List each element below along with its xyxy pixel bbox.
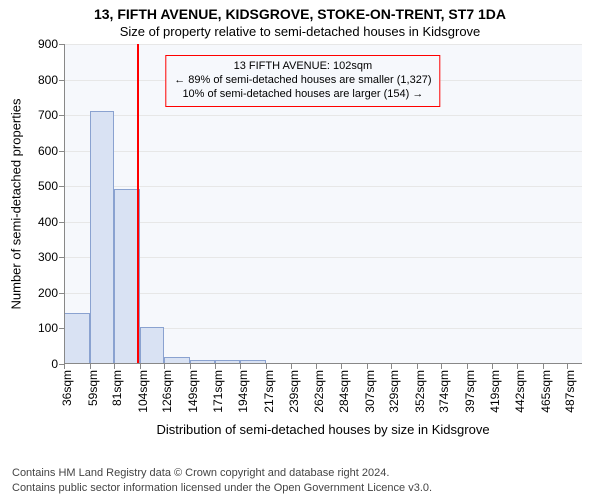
chart-gridline — [64, 186, 582, 187]
chart-bar — [90, 111, 115, 365]
chart-plot-area: 13 FIFTH AVENUE: 102sqm← 89% of semi-det… — [64, 44, 582, 364]
chart-ytick-label: 700 — [38, 108, 64, 122]
chart-ytick-label: 800 — [38, 73, 64, 87]
chart-title-line2: Size of property relative to semi-detach… — [0, 22, 600, 39]
chart-xtick-mark — [467, 364, 468, 369]
chart-xtick-mark — [90, 364, 91, 369]
chart-ytick-label: 900 — [38, 37, 64, 51]
chart-reference-line — [137, 44, 139, 364]
chart-bar — [240, 360, 266, 364]
chart-xtick-label: 126sqm — [160, 370, 174, 413]
chart-xtick-label: 104sqm — [136, 370, 150, 413]
chart-xtick-label: 307sqm — [363, 370, 377, 413]
chart-xtick-label: 217sqm — [262, 370, 276, 413]
chart-xtick-mark — [341, 364, 342, 369]
chart-xtick-label: 284sqm — [337, 370, 351, 413]
chart-xtick-label: 419sqm — [488, 370, 502, 413]
chart-xtick-mark — [567, 364, 568, 369]
chart-annotation-box: 13 FIFTH AVENUE: 102sqm← 89% of semi-det… — [165, 55, 440, 107]
chart-xtick-label: 397sqm — [463, 370, 477, 413]
footer-line1: Contains HM Land Registry data © Crown c… — [12, 466, 432, 481]
chart-xtick-label: 329sqm — [387, 370, 401, 413]
chart-xtick-label: 149sqm — [186, 370, 200, 413]
chart-ylabel: Number of semi-detached properties — [9, 99, 24, 310]
chart-annotation-line: 13 FIFTH AVENUE: 102sqm — [174, 59, 431, 73]
footer-attribution: Contains HM Land Registry data © Crown c… — [12, 466, 432, 496]
chart-ytick-label: 200 — [38, 286, 64, 300]
chart-xtick-label: 374sqm — [437, 370, 451, 413]
chart-gridline — [64, 222, 582, 223]
chart-xtick-mark — [266, 364, 267, 369]
chart-xtick-mark — [164, 364, 165, 369]
chart-bar — [190, 360, 215, 364]
chart-xtick-label: 239sqm — [287, 370, 301, 413]
chart-gridline — [64, 151, 582, 152]
chart-bar — [64, 313, 90, 364]
chart-xtick-mark — [391, 364, 392, 369]
chart-ytick-label: 0 — [51, 357, 64, 371]
chart-xtick-label: 36sqm — [60, 370, 74, 406]
chart-gridline — [64, 293, 582, 294]
chart-xtick-mark — [316, 364, 317, 369]
chart-xlabel: Distribution of semi-detached houses by … — [156, 422, 489, 437]
chart-title-line1: 13, FIFTH AVENUE, KIDSGROVE, STOKE-ON-TR… — [0, 0, 600, 22]
chart-xtick-mark — [291, 364, 292, 369]
chart-xtick-mark — [517, 364, 518, 369]
chart-annotation-line: ← 89% of semi-detached houses are smalle… — [174, 73, 431, 87]
chart-xtick-mark — [441, 364, 442, 369]
chart-bar — [215, 360, 241, 364]
chart-xtick-mark — [215, 364, 216, 369]
chart-xtick-mark — [492, 364, 493, 369]
chart-xtick-label: 194sqm — [236, 370, 250, 413]
chart-gridline — [64, 44, 582, 45]
chart-xtick-label: 59sqm — [86, 370, 100, 406]
chart-xtick-mark — [114, 364, 115, 369]
chart-xtick-label: 465sqm — [539, 370, 553, 413]
chart-ytick-label: 400 — [38, 215, 64, 229]
chart-ytick-label: 300 — [38, 250, 64, 264]
chart-gridline — [64, 257, 582, 258]
chart-xtick-mark — [64, 364, 65, 369]
chart-bar — [164, 357, 190, 364]
chart-xtick-label: 487sqm — [563, 370, 577, 413]
chart-xtick-label: 352sqm — [413, 370, 427, 413]
chart-annotation-line: 10% of semi-detached houses are larger (… — [174, 87, 431, 101]
chart-xtick-label: 171sqm — [211, 370, 225, 413]
chart-ytick-label: 500 — [38, 179, 64, 193]
chart-xtick-label: 81sqm — [110, 370, 124, 406]
chart-bar — [140, 327, 165, 364]
footer-line2: Contains public sector information licen… — [12, 481, 432, 496]
chart-gridline — [64, 115, 582, 116]
chart-xtick-mark — [190, 364, 191, 369]
chart-xtick-mark — [417, 364, 418, 369]
chart-xtick-mark — [543, 364, 544, 369]
chart-xtick-mark — [140, 364, 141, 369]
chart-xtick-mark — [240, 364, 241, 369]
chart-xtick-label: 442sqm — [513, 370, 527, 413]
chart-xtick-mark — [367, 364, 368, 369]
chart-ytick-label: 100 — [38, 321, 64, 335]
chart-ytick-label: 600 — [38, 144, 64, 158]
chart-xtick-label: 262sqm — [312, 370, 326, 413]
